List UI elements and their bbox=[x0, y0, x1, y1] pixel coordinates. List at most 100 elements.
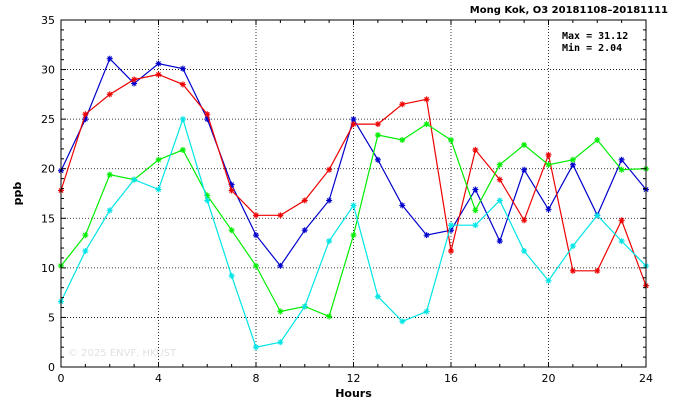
data-point bbox=[301, 197, 308, 204]
marker-stroke bbox=[229, 188, 235, 194]
axes: 0 4 8 12 16 20 24 0 5 10 15 20 25 30 35 bbox=[41, 14, 653, 385]
data-point bbox=[82, 232, 89, 239]
marker-stroke bbox=[546, 206, 551, 212]
y-tick-label: 25 bbox=[41, 113, 55, 126]
data-point bbox=[301, 227, 308, 234]
chart-title: Mong Kok, O3 20181108–20181111 bbox=[470, 5, 668, 16]
data-point bbox=[155, 60, 162, 67]
data-point bbox=[569, 243, 576, 250]
marker-stroke bbox=[594, 137, 600, 143]
data-point bbox=[374, 156, 381, 163]
marker-stroke bbox=[107, 207, 113, 213]
marker-stroke bbox=[497, 162, 503, 168]
marker-stroke bbox=[277, 308, 283, 314]
data-point bbox=[106, 55, 113, 62]
marker-stroke bbox=[204, 111, 210, 117]
data-point bbox=[179, 81, 186, 88]
data-point bbox=[253, 262, 259, 269]
marker-stroke bbox=[521, 217, 527, 223]
marker-stroke bbox=[424, 308, 430, 314]
marker-stroke bbox=[619, 157, 625, 163]
marker-stroke bbox=[521, 248, 527, 254]
data-point bbox=[228, 272, 235, 279]
data-point bbox=[350, 202, 357, 209]
data-point bbox=[496, 238, 503, 245]
marker-stroke bbox=[399, 101, 405, 107]
data-point bbox=[496, 197, 503, 204]
marker-stroke bbox=[326, 197, 332, 203]
marker-stroke bbox=[107, 172, 113, 178]
x-tick-label: 8 bbox=[253, 372, 260, 385]
marker-stroke bbox=[156, 61, 161, 67]
marker-stroke bbox=[253, 263, 259, 269]
marker-stroke bbox=[448, 248, 454, 254]
x-tick-label: 20 bbox=[542, 372, 556, 385]
x-tick-label: 24 bbox=[639, 372, 653, 385]
data-point bbox=[423, 232, 430, 239]
marker-stroke bbox=[472, 207, 478, 213]
marker-stroke bbox=[570, 157, 576, 163]
marker-stroke bbox=[497, 238, 503, 244]
data-point bbox=[423, 96, 430, 103]
marker-stroke bbox=[180, 116, 186, 122]
marker-stroke bbox=[521, 142, 527, 148]
marker-stroke bbox=[277, 339, 283, 345]
marker-stroke bbox=[131, 76, 137, 82]
marker-stroke bbox=[351, 232, 356, 238]
data-point bbox=[618, 217, 625, 224]
data-point bbox=[594, 136, 601, 143]
y-tick-label: 10 bbox=[41, 262, 55, 275]
data-point bbox=[82, 248, 89, 255]
marker-stroke bbox=[472, 222, 478, 228]
y-tick-label: 35 bbox=[41, 14, 55, 27]
marker-stroke bbox=[156, 187, 161, 193]
x-tick-label: 12 bbox=[347, 372, 361, 385]
data-point bbox=[326, 166, 333, 173]
data-point bbox=[179, 116, 186, 123]
marker-stroke bbox=[351, 202, 356, 208]
data-point bbox=[399, 101, 406, 108]
data-point bbox=[228, 227, 235, 234]
data-point bbox=[545, 151, 552, 158]
marker-stroke bbox=[399, 202, 405, 208]
data-point bbox=[618, 156, 625, 163]
marker-stroke bbox=[570, 268, 576, 274]
data-point bbox=[228, 187, 235, 194]
x-tick-label: 16 bbox=[444, 372, 458, 385]
marker-stroke bbox=[424, 232, 430, 238]
data-point bbox=[326, 313, 333, 320]
data-point bbox=[472, 222, 479, 229]
data-point bbox=[618, 238, 625, 245]
data-point bbox=[448, 222, 454, 229]
marker-stroke bbox=[399, 318, 405, 324]
data-point bbox=[594, 267, 601, 274]
data-point bbox=[423, 308, 430, 315]
series-2 bbox=[58, 71, 649, 289]
marker-stroke bbox=[302, 197, 308, 203]
marker-stroke bbox=[546, 162, 551, 168]
marker-stroke bbox=[351, 121, 356, 127]
marker-stroke bbox=[131, 177, 137, 183]
data-point bbox=[569, 267, 576, 274]
marker-stroke bbox=[619, 217, 625, 223]
marker-stroke bbox=[156, 72, 161, 78]
data-point bbox=[350, 121, 357, 128]
data-point bbox=[106, 207, 113, 214]
marker-stroke bbox=[229, 227, 235, 233]
data-point bbox=[253, 212, 259, 219]
data-point bbox=[106, 171, 113, 178]
marker-stroke bbox=[594, 212, 600, 218]
marker-stroke bbox=[82, 248, 88, 254]
y-tick-label: 0 bbox=[48, 361, 55, 374]
marker-stroke bbox=[253, 232, 259, 238]
marker-stroke bbox=[472, 187, 478, 193]
marker-stroke bbox=[399, 137, 405, 143]
marker-stroke bbox=[619, 238, 625, 244]
marker-stroke bbox=[156, 157, 161, 163]
marker-stroke bbox=[570, 162, 576, 168]
marker-stroke bbox=[570, 243, 576, 249]
marker-stroke bbox=[375, 157, 381, 163]
data-point bbox=[472, 146, 479, 153]
marker-stroke bbox=[326, 238, 332, 244]
data-point bbox=[496, 161, 503, 168]
